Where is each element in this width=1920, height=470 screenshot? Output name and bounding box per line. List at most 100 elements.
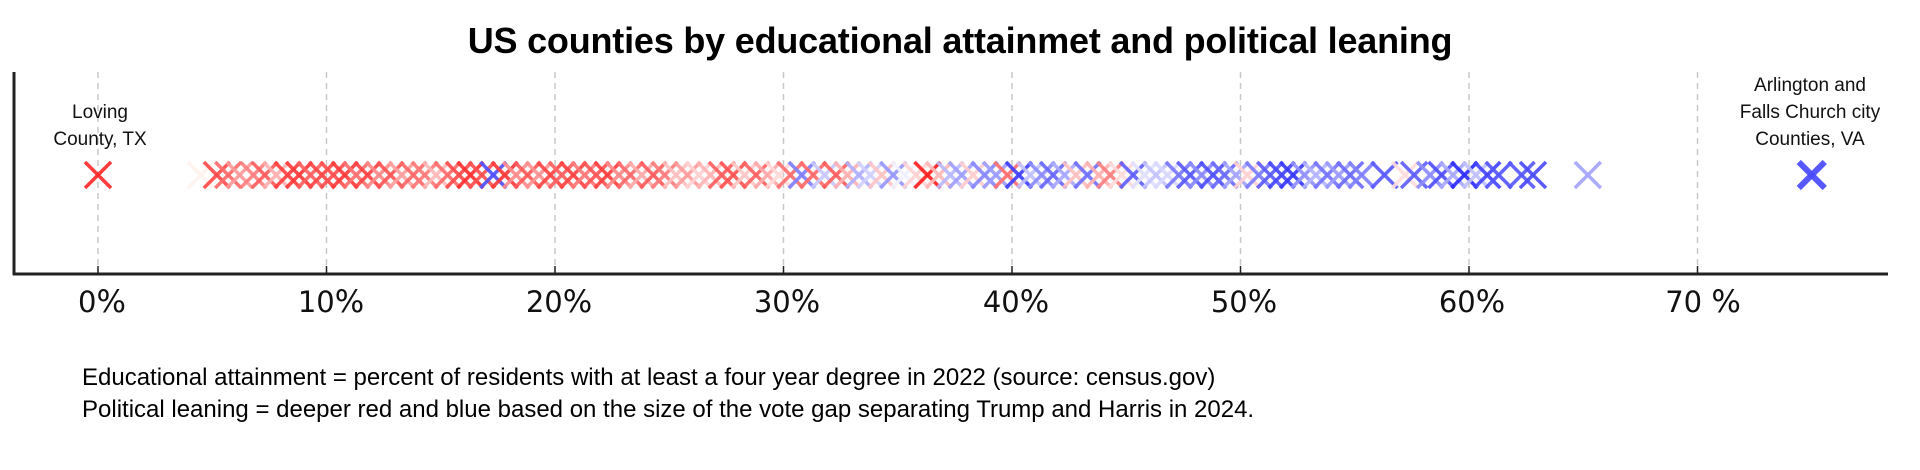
x-marker: [798, 160, 828, 190]
x-marker: [1244, 160, 1274, 190]
x-marker: [707, 160, 737, 190]
x-marker: [639, 160, 668, 190]
x-marker: [901, 160, 931, 190]
x-marker: [856, 160, 885, 190]
footnote-political-leaning: Political leaning = deeper red and blue …: [82, 396, 1255, 423]
x-marker: [319, 160, 348, 190]
x-marker: [239, 160, 268, 190]
x-marker: [214, 160, 243, 190]
x-marker: [570, 160, 599, 190]
x-marker: [1130, 160, 1159, 190]
x-marker: [1518, 160, 1548, 190]
x-marker: [684, 160, 714, 190]
x-tick-label-70: 70 %: [1665, 284, 1741, 320]
x-axis-ticks: [97, 266, 1699, 274]
x-marker: [1175, 160, 1205, 190]
x-marker: [833, 160, 862, 190]
x-marker: [536, 160, 565, 190]
x-marker: [764, 160, 794, 190]
x-marker: [341, 160, 371, 190]
x-marker: [776, 160, 805, 190]
x-marker: [524, 160, 554, 190]
x-marker: [83, 160, 113, 190]
annotation-line: Loving: [72, 102, 128, 123]
annotation-line: Falls Church city: [1739, 102, 1881, 123]
x-marker: [741, 160, 771, 190]
x-marker: [730, 160, 759, 190]
x-tick-label-50: 50%: [1210, 284, 1278, 320]
x-marker: [696, 160, 725, 190]
x-marker: [1107, 160, 1136, 190]
x-marker: [284, 160, 314, 190]
x-marker: [1027, 160, 1056, 190]
x-marker: [970, 160, 999, 190]
x-marker: [387, 160, 417, 190]
x-marker: [1313, 160, 1342, 190]
x-marker: [353, 160, 382, 190]
x-tick-label-0: 0%: [78, 284, 126, 320]
x-marker: [1461, 160, 1491, 190]
x-marker: [467, 160, 497, 190]
x-marker: [1507, 160, 1536, 190]
x-marker: [433, 160, 462, 190]
x-marker: [753, 160, 782, 190]
x-marker: [273, 160, 302, 190]
x-marker: [1016, 160, 1045, 190]
x-marker: [421, 160, 451, 190]
x-marker: [593, 160, 622, 190]
x-marker: [1061, 160, 1091, 190]
chart-title: US counties by educational attainmet and…: [467, 20, 1453, 61]
x-marker: [261, 160, 291, 190]
x-marker: [1370, 160, 1399, 190]
x-marker: [936, 160, 965, 190]
x-marker: [1118, 160, 1148, 190]
x-marker: [1473, 160, 1502, 190]
x-marker: [981, 160, 1011, 190]
x-marker: [924, 160, 954, 190]
x-marker: [650, 160, 679, 190]
x-marker: [1255, 160, 1285, 190]
x-tick-label-20: 20%: [525, 284, 593, 320]
x-marker: [490, 160, 519, 190]
annotation-arlington-falls-church: Arlington and Falls Church city Counties…: [1700, 72, 1920, 153]
x-marker: [1267, 160, 1296, 190]
x-marker: [661, 160, 691, 190]
x-marker: [867, 160, 896, 190]
x-marker: [479, 160, 508, 190]
x-marker: [1278, 160, 1308, 190]
x-marker: [225, 160, 254, 190]
x-marker: [878, 160, 908, 190]
x-marker: [1141, 160, 1171, 190]
x-marker: [1415, 160, 1445, 190]
x-marker: [1198, 160, 1228, 190]
x-marker: [1073, 160, 1102, 190]
x-tick-label-40: 40%: [982, 284, 1050, 320]
x-marker: [1187, 160, 1216, 190]
annotation-line: Counties, VA: [1755, 129, 1865, 150]
annotation-line: Arlington and: [1754, 75, 1866, 96]
x-marker: [1210, 160, 1239, 190]
x-marker: [993, 160, 1022, 190]
x-marker: [376, 160, 405, 190]
x-marker: [581, 160, 611, 190]
x-marker: [947, 160, 976, 190]
x-marker: [821, 160, 851, 190]
x-marker: [1335, 160, 1365, 190]
x-marker: [1153, 160, 1182, 190]
x-marker: [1038, 160, 1068, 190]
x-marker: [673, 160, 702, 190]
x-marker: [1290, 160, 1319, 190]
x-marker: [1796, 159, 1827, 191]
x-marker: [844, 160, 874, 190]
x-marker: [1233, 160, 1262, 190]
x-marker: [1450, 160, 1479, 190]
x-marker: [1438, 160, 1468, 190]
x-marker: [444, 160, 474, 190]
x-marker: [1084, 160, 1114, 190]
x-marker: [1484, 160, 1513, 190]
x-marker: [958, 160, 988, 190]
x-marker: [1347, 160, 1376, 190]
x-marker: [627, 160, 657, 190]
x-tick-label-60: 60%: [1438, 284, 1506, 320]
